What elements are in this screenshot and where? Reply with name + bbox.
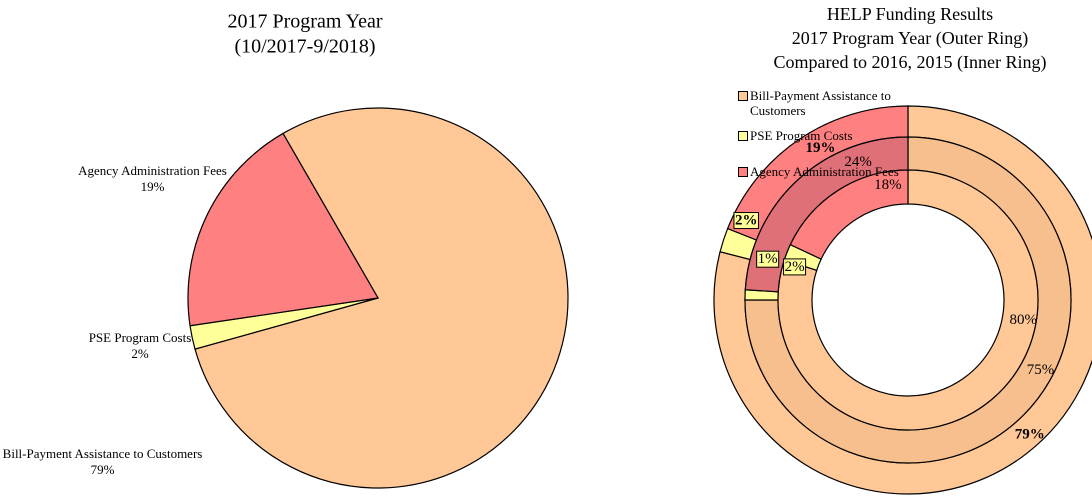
pie-title: 2017 Program Year (228, 11, 383, 33)
pie-value-label: 19% (140, 179, 165, 194)
legend-swatch (738, 167, 748, 177)
legend-entry: Bill-Payment Assistance to Customers (738, 88, 900, 118)
legend-entry: PSE Program Costs (738, 128, 900, 143)
legend-label: Bill-Payment Assistance to Customers (750, 88, 891, 118)
pie-subtitle: (10/2017-9/2018) (234, 36, 375, 58)
legend-entry: Agency Administration Fees (738, 164, 900, 179)
pie-category: Agency Administration Fees (78, 163, 227, 178)
ring-value-label: 79% (1015, 427, 1045, 443)
pie-category: PSE Program Costs (88, 330, 192, 345)
ring-value-label: 2% (735, 213, 758, 229)
rings-title: Compared to 2016, 2015 (Inner Ring) (774, 52, 1047, 73)
pie-label: Bill-Payment Assistance to Customers 79% (0, 446, 205, 478)
pie-label: PSE Program Costs 2% (60, 330, 220, 362)
rings-title: 2017 Program Year (Outer Ring) (792, 28, 1028, 49)
legend-swatch (738, 91, 748, 101)
ring-value-label: 24% (844, 154, 872, 170)
ring-value-label: 2% (785, 259, 805, 275)
ring-value-label: 80% (1009, 312, 1037, 328)
label-box (756, 250, 780, 268)
label-box (783, 258, 807, 276)
ring-value-label: 19% (806, 140, 836, 156)
pie-category: Bill-Payment Assistance to Customers (2, 446, 203, 461)
ring-value-label: 75% (1027, 362, 1055, 378)
ring-value-label: 1% (758, 251, 778, 267)
pie-label: Agency Administration Fees 19% (70, 163, 235, 195)
pie-value-label: 79% (90, 462, 115, 477)
legend-label: Agency Administration Fees (750, 164, 899, 179)
pie-value-label: 2% (131, 346, 149, 361)
ring-value-label: 18% (874, 177, 902, 193)
legend-label: PSE Program Costs (750, 128, 853, 143)
label-box (733, 212, 759, 230)
pie-slice (187, 132, 379, 327)
pie-slice (194, 107, 569, 489)
rings-title: HELP Funding Results (827, 4, 993, 24)
ring-segment (777, 169, 1039, 431)
ring-segment (789, 169, 909, 260)
legend-swatch (738, 131, 748, 141)
